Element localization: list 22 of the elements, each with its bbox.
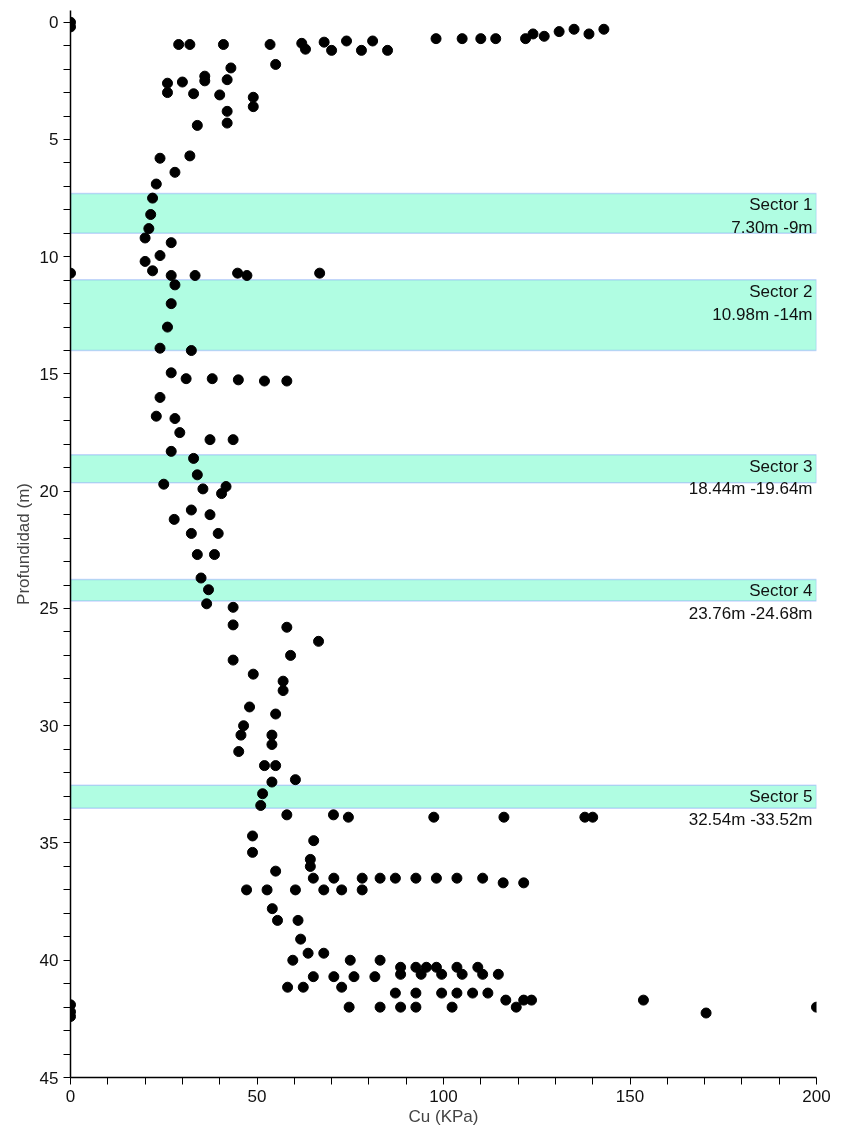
x-tick-label: 50	[247, 1086, 267, 1106]
y-axis-title: Profundidad (m)	[13, 483, 33, 605]
x-axis-title: Cu (KPa)	[408, 1106, 479, 1126]
y-tick-label: 45	[39, 1068, 59, 1088]
y-tick-label: 15	[39, 364, 59, 384]
band-label: Sector 1 7.30m -9m	[731, 195, 813, 238]
y-tick-label: 40	[39, 951, 59, 971]
band-label: Sector 4 23.76m -24.68m	[688, 581, 813, 624]
y-tick-label: 10	[39, 247, 59, 267]
band-label: Sector 5 32.54m -33.52m	[688, 787, 813, 830]
y-tick-label: 30	[39, 716, 59, 736]
band-label: Sector 3 18.44m -19.64m	[688, 456, 813, 499]
x-tick-label: 200	[802, 1086, 831, 1106]
band-label: Sector 2 10.98m -14m	[712, 281, 813, 324]
x-tick-label: 150	[615, 1086, 645, 1106]
y-tick-label: 5	[49, 130, 59, 150]
y-tick-label: 20	[39, 482, 59, 502]
x-tick-label: 100	[429, 1086, 458, 1106]
y-tick-label: 35	[39, 833, 59, 853]
x-tick-label: 0	[65, 1086, 76, 1106]
y-tick-label: 0	[49, 13, 59, 33]
y-tick-label: 25	[39, 599, 59, 619]
